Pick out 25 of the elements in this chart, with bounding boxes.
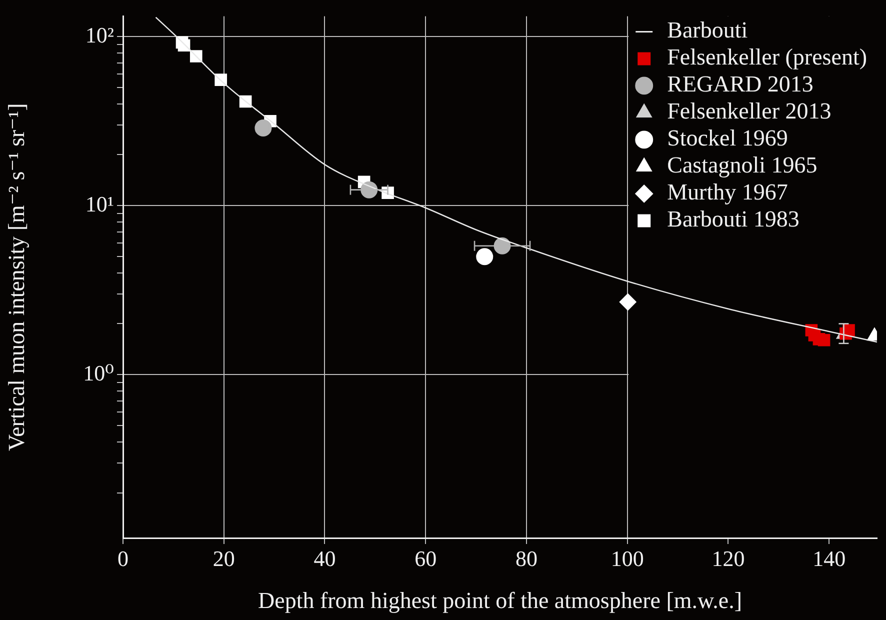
- legend-label: Barbouti: [667, 18, 748, 43]
- y-tick-label: 10⁰: [83, 360, 114, 386]
- legend-label: Felsenkeller (present): [667, 44, 868, 70]
- line-series: [155, 16, 877, 343]
- legend-label: Stockel 1969: [667, 126, 788, 151]
- point: [619, 293, 636, 310]
- legend-label: Barbouti 1983: [667, 206, 800, 232]
- y-axis-title: Vertical muon intensity [m⁻² s⁻¹ sr⁻¹]: [4, 103, 29, 451]
- x-tick-label: 60: [414, 546, 437, 571]
- x-tick-label: 80: [515, 546, 538, 571]
- x-axis-title: Depth from highest point of the atmosphere [m.w.e.]: [258, 588, 742, 614]
- point: [476, 248, 494, 266]
- x-tick-label: 120: [712, 546, 745, 571]
- legend-label: Felsenkeller 2013: [667, 98, 832, 124]
- x-tick-label: 140: [812, 546, 846, 571]
- x-tick-label: 20: [212, 546, 235, 571]
- legend-label: Castagnoli 1965: [667, 152, 818, 178]
- y-tick-label: 10²: [85, 22, 114, 48]
- x-tick-label: 40: [314, 546, 336, 571]
- point: [818, 334, 830, 346]
- x-tick-label: 100: [610, 546, 644, 571]
- legend-label: Murthy 1967: [667, 180, 788, 205]
- x-tick-label: 0: [118, 546, 128, 571]
- legend-label: REGARD 2013: [667, 72, 814, 97]
- y-tick-label: 10¹: [85, 191, 114, 216]
